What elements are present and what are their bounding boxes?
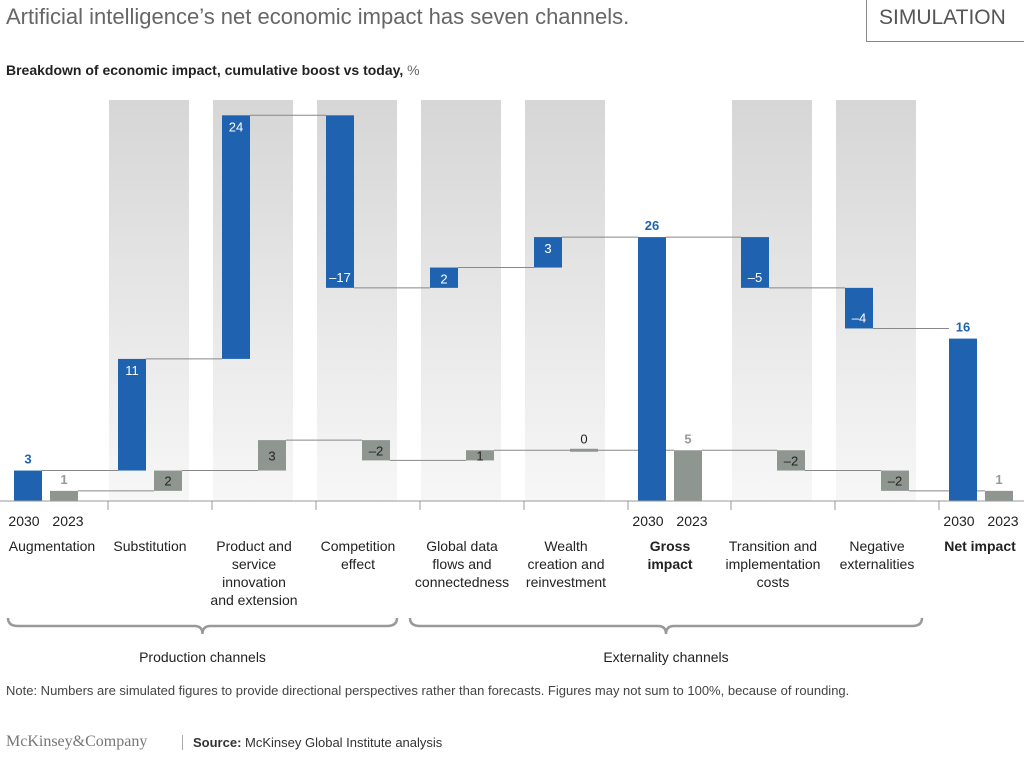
bar-2023 <box>777 450 805 471</box>
category-label: Gross impact <box>647 538 693 572</box>
value-label: 16 <box>956 320 970 335</box>
value-label: 2 <box>440 272 447 287</box>
group-brace <box>408 617 924 635</box>
column-band <box>732 100 812 501</box>
value-label: 24 <box>229 119 243 134</box>
value-label: 5 <box>684 431 691 446</box>
bar-2023 <box>50 490 78 501</box>
bar-2030 <box>326 115 354 288</box>
bar-2030 <box>534 237 562 268</box>
simulation-badge: SIMULATION <box>866 0 1024 42</box>
bar-2023 <box>881 470 909 491</box>
category-label: Substitution <box>113 538 187 554</box>
page-title: Artificial intelligence’s net economic i… <box>6 4 630 29</box>
value-label: –2 <box>784 453 798 468</box>
year-label: 2023 <box>52 513 83 529</box>
value-label: 11 <box>125 363 139 378</box>
value-label: 2 <box>164 474 171 489</box>
bar-2030 <box>845 287 873 329</box>
category-label: Transition and implementation costs <box>725 538 821 590</box>
bar-2030 <box>222 115 250 359</box>
value-label: –2 <box>369 443 383 458</box>
bar-2023 <box>466 450 494 461</box>
value-label: 0 <box>580 431 587 446</box>
value-label: 3 <box>24 452 31 467</box>
category-label: Negative externalities <box>839 538 915 572</box>
bar-2030 <box>638 237 666 501</box>
value-label: 3 <box>544 241 551 256</box>
year-label: 2023 <box>676 513 707 529</box>
value-label: 3 <box>268 448 275 463</box>
bar-2030 <box>118 358 146 471</box>
bar-2030 <box>741 237 769 288</box>
mckinsey-logo: McKinsey&Company <box>6 733 148 750</box>
source-line: Source: McKinsey Global Institute analys… <box>182 735 442 750</box>
category-label: Global data flows and connectedness <box>414 538 510 590</box>
column-band <box>525 100 605 501</box>
value-label: 1 <box>476 448 483 463</box>
bar-2030 <box>14 470 42 501</box>
category-label: Wealth creation and reinvestment <box>525 538 607 590</box>
waterfall-chart: 3 11 24 –17 2 3 26 –5 –4 16 1 2 3 –2 1 0 5 –2 –2 1 2030 2023 2… <box>0 100 1024 665</box>
bar-2023 <box>570 448 598 452</box>
value-label: 1 <box>60 472 67 487</box>
bar-2023 <box>154 470 182 491</box>
source-text: McKinsey Global Institute analysis <box>245 735 443 750</box>
bar-2023 <box>674 450 702 501</box>
chart-note: Note: Numbers are simulated figures to p… <box>6 683 850 698</box>
category-label: Net impact <box>944 538 1016 554</box>
year-label: 2023 <box>987 513 1018 529</box>
category-label: Augmentation <box>8 538 96 554</box>
value-label: –17 <box>329 270 351 285</box>
value-label: –5 <box>748 270 762 285</box>
group-label: Externality channels <box>603 649 728 665</box>
chart-subtitle: Breakdown of economic impact, cumulative… <box>6 62 420 78</box>
category-label: Competition effect <box>320 538 396 572</box>
bar-2030 <box>430 267 458 288</box>
value-label: 26 <box>645 218 659 233</box>
group-brace <box>6 617 399 635</box>
category-label: Product and service innovation and extensi… <box>210 538 298 608</box>
group-label: Production channels <box>139 649 266 665</box>
column-band <box>421 100 501 501</box>
subtitle-unit: % <box>407 62 420 78</box>
value-label: –2 <box>888 474 902 489</box>
year-label: 2030 <box>943 513 974 529</box>
year-label: 2030 <box>8 513 39 529</box>
bar-2030 <box>949 338 977 501</box>
bar-2023 <box>258 440 286 471</box>
subtitle-text: Breakdown of economic impact, cumulative… <box>6 62 404 78</box>
year-label: 2030 <box>632 513 663 529</box>
bar-2023 <box>362 440 390 461</box>
value-label: –4 <box>852 310 866 325</box>
value-label: 1 <box>995 472 1002 487</box>
bar-2023 <box>985 490 1013 501</box>
source-label: Source: <box>193 735 242 750</box>
